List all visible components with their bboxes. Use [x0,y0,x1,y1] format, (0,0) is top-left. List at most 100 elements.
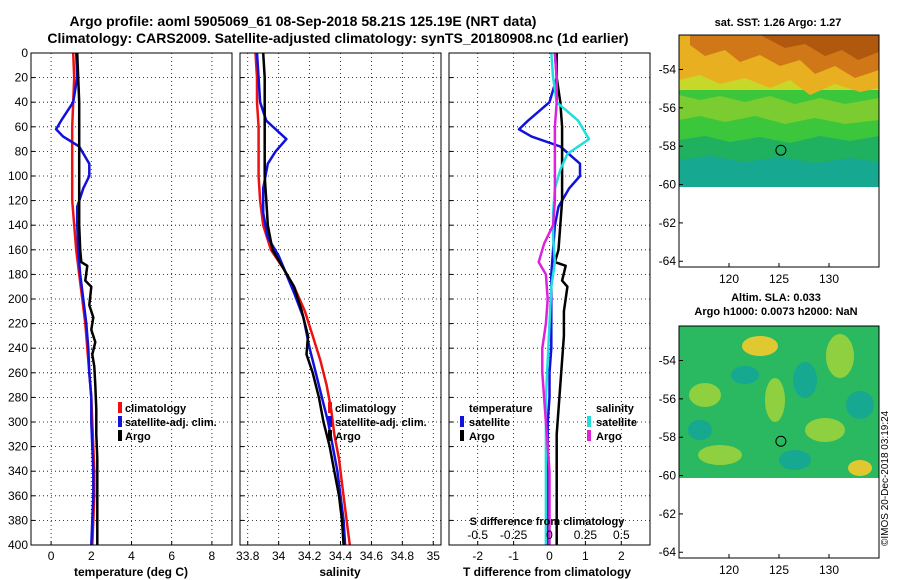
sst-band-hot [760,35,879,60]
x-tick-label: 35 [427,549,441,563]
sla-no-data [679,478,879,558]
y-tick-label: 240 [8,341,28,355]
x-tick-label: 8 [209,549,216,563]
sst-map-title: sat. SST: 1.26 Argo: 1.27 [715,17,842,29]
sst-map: sat. SST: 1.26 Argo: 1.27 -54 -56 -58 -60 -6… [659,17,880,286]
y-tick-label: 220 [8,317,28,331]
x-tick-label: 0 [48,549,55,563]
x-tick-label: 34 [272,549,286,563]
x-tick-label: -2 [472,549,483,563]
y-tick-label: 300 [8,415,28,429]
argo-location-marker [775,435,787,447]
series-line-argo [261,52,345,546]
y-tick-label: 380 [8,513,28,527]
x-tick-label: 2 [618,549,625,563]
map-lon-tick-label: 120 [719,272,739,286]
x-tick-label: 33.8 [236,549,260,563]
sla-blob [765,378,785,422]
temperature-panel: 0204060801001201401601802002202402602803… [8,46,233,579]
salinity-panel: 33.8 34 34.2 34.4 34.6 34.8 35 salinity climat… [236,52,442,579]
s-diff-tick-label: -0.5 [467,528,488,542]
y-tick-label: 20 [15,71,29,85]
sla-blob [848,460,872,476]
y-tick-label: 340 [8,464,28,478]
y-tick-label: 100 [8,169,28,183]
series-line-s-argo [537,52,558,545]
map-lat-tick-label: -56 [659,101,677,115]
map-lat-tick-label: -64 [659,254,677,268]
legend-label-t-argo: Argo [469,431,495,443]
legend-label-s-satellite: satellite [596,417,637,429]
difference-lines [517,52,591,545]
legend-title-salinity: salinity [596,403,635,415]
y-tick-label: 180 [8,267,28,281]
legend-label-argo: Argo [125,431,151,443]
s-diff-tick-label: 0.25 [574,528,598,542]
map-lon-tick-label: 120 [719,563,739,577]
map-lat-tick-label: -64 [659,545,677,559]
temperature-lines [54,52,99,546]
temperature-axes-frame [30,52,233,546]
map-lon-tick-label: 125 [769,272,789,286]
legend-label-satellite: satellite-adj. clim. [125,417,217,429]
y-tick-label: 120 [8,194,28,208]
sla-blob [826,334,854,378]
x-tick-label: 34.2 [298,549,322,563]
salinity-legend: climatology satellite-adj. clim. Argo [328,402,427,443]
y-tick-label: 200 [8,292,28,306]
legend-swatch-argo [328,430,332,441]
map-lat-tick-label: -62 [659,216,677,230]
sla-blob [805,418,845,442]
salinity-tick-labels: 33.8 34 34.2 34.4 34.6 34.8 35 [236,549,440,563]
series-line-t-argo [553,53,569,545]
x-tick-label: 0 [546,549,553,563]
map-lon-tick-label: 125 [769,563,789,577]
map-lat-tick-label: -58 [659,430,677,444]
x-tick-label: 34.6 [360,549,384,563]
y-tick-label: 60 [15,120,29,134]
map-lon-tick-label: 130 [819,563,839,577]
legend-swatch-t-argo [460,430,464,441]
salinity-axes-frame [239,52,442,546]
depth-tick-labels: 0 20 40 60 80 100 120 140 160 180 200 220 240 260 280 3… [8,46,28,552]
sla-blob [689,383,721,407]
map-lat-tick-label: -60 [659,178,677,192]
legend-swatch-argo [118,430,122,441]
legend-swatch-t-satellite [460,416,464,427]
x-tick-label: 34.4 [329,549,353,563]
sla-blob [742,336,778,356]
series-line-satellite-adj-clim- [255,52,347,546]
difference-axes-frame [448,52,651,546]
legend-title-temperature: temperature [469,403,533,415]
y-tick-label: 280 [8,390,28,404]
series-line-climatology [254,52,352,546]
y-tick-label: 260 [8,366,28,380]
sst-lat-tick-labels: -54 -56 -58 -60 -62 -64 [659,63,683,268]
argo-location-marker [775,144,787,156]
sla-map-subtitle: Argo h1000: 0.0073 h2000: NaN [694,306,857,318]
legend-swatch-s-argo [587,430,591,441]
sst-map-image [679,35,879,267]
series-line-satellite-adj-clim- [54,52,95,546]
sla-map: Altim. SLA: 0.033 Argo h1000: 0.0073 h20… [659,292,880,577]
legend-swatch-climatology [328,402,332,413]
sst-no-data [679,187,879,267]
y-tick-label: 360 [8,489,28,503]
legend-swatch-climatology [118,402,122,413]
map-lat-tick-label: -54 [659,63,677,77]
legend-swatch-satellite [118,416,122,427]
sla-lat-tick-labels: -54 -56 -58 -60 -62 -64 [659,354,683,559]
s-difference-label: S difference from climatology [470,516,626,528]
legend-label-climatology: climatology [335,403,397,415]
legend-swatch-satellite [328,416,332,427]
title-line-2: Climatology: CARS2009. Satellite-adjuste… [47,30,628,46]
title-line-1: Argo profile: aoml 5905069_61 08-Sep-201… [70,13,537,29]
sla-blob [846,391,874,419]
sst-lon-tick-labels: 120 125 130 [719,263,839,286]
x-tick-label: 34.8 [391,549,415,563]
sla-map-title: Altim. SLA: 0.033 [731,292,821,304]
sla-blob [731,366,759,384]
y-tick-label: 0 [21,46,28,60]
x-tick-label: 2 [88,549,95,563]
